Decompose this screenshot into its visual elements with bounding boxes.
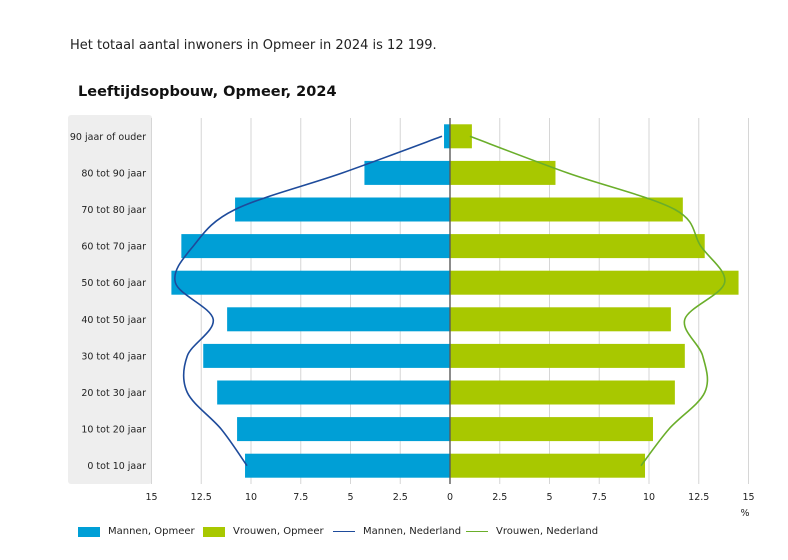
line-vrouwen-nederland [469, 135, 726, 467]
x-tick-label-4: 5 [347, 492, 353, 503]
category-label-panel [68, 115, 152, 484]
legend-item-vrouwen-opmeer: Vrouwen, Opmeer [203, 526, 324, 537]
category-label-10-tot-20-jaar: 10 tot 20 jaar [81, 425, 146, 436]
bar-mannen-opmeer-30-tot-40-jaar [203, 343, 450, 368]
bar-vrouwen-opmeer-80-tot-90-jaar [450, 160, 556, 185]
x-axis-unit-label: % [740, 508, 749, 519]
bar-mannen-opmeer-0-tot-10-jaar [245, 453, 450, 478]
legend-item-vrouwen-nederland: Vrouwen, Nederland [466, 526, 598, 537]
bar-vrouwen-opmeer-20-tot-30-jaar [450, 380, 675, 405]
category-label-20-tot-30-jaar: 20 tot 30 jaar [81, 388, 146, 399]
category-labels: 90 jaar of ouder 80 tot 90 jaar 70 tot 80 … [70, 132, 146, 472]
legend-label-mannen-nederland: Mannen, Nederland [363, 526, 462, 537]
bar-vrouwen-opmeer-50-tot-60-jaar [450, 270, 739, 295]
x-tick-label-12: 15 [742, 492, 754, 503]
legend: Mannen, Opmeer Vrouwen, Opmeer Mannen, N… [0, 526, 788, 542]
x-tick-label-5: 2.5 [393, 492, 408, 503]
x-tick-label-10: 10 [643, 492, 655, 503]
x-tick-label-6: 0 [447, 492, 453, 503]
x-tick-label-0: 15 [145, 492, 157, 503]
line-mannen-nederland [174, 135, 443, 467]
bar-vrouwen-opmeer-60-tot-70-jaar [450, 234, 705, 259]
category-label-30-tot-40-jaar: 30 tot 40 jaar [81, 351, 146, 362]
bar-mannen-opmeer-90-jaar-of-ouder [444, 124, 450, 149]
legend-swatch-vrouwen-opmeer [203, 526, 225, 537]
category-label-70-tot-80-jaar: 70 tot 80 jaar [81, 205, 146, 216]
category-label-50-tot-60-jaar: 50 tot 60 jaar [81, 278, 146, 289]
bar-vrouwen-opmeer-40-tot-50-jaar [450, 307, 671, 332]
category-label-90-jaar-of-ouder: 90 jaar of ouder [70, 132, 146, 143]
chart-title: Leeftijdsopbouw, Opmeer, 2024 [78, 84, 337, 100]
legend-swatch-vrouwen-nederland [466, 531, 488, 532]
bar-mannen-opmeer-60-tot-70-jaar [181, 234, 450, 259]
x-tick-labels: 15 12.5 10 7.5 5 2.5 0 2.5 5 7.5 10 12.5 15 [145, 492, 754, 503]
reference-lines [174, 135, 726, 467]
x-tick-label-2: 10 [245, 492, 257, 503]
x-tick-label-9: 7.5 [592, 492, 607, 503]
bar-mannen-opmeer-50-tot-60-jaar [171, 270, 450, 295]
x-tick-label-7: 2.5 [492, 492, 507, 503]
category-label-60-tot-70-jaar: 60 tot 70 jaar [81, 242, 146, 253]
bar-mannen-opmeer-10-tot-20-jaar [237, 417, 450, 442]
bar-mannen-opmeer-70-tot-80-jaar [235, 197, 450, 222]
legend-item-mannen-nederland: Mannen, Nederland [333, 526, 461, 537]
bar-vrouwen-opmeer-10-tot-20-jaar [450, 417, 653, 442]
legend-label-vrouwen-nederland: Vrouwen, Nederland [496, 526, 599, 537]
intro-text: Het totaal aantal inwoners in Opmeer in … [70, 38, 437, 53]
legend-label-mannen-opmeer: Mannen, Opmeer [108, 526, 195, 537]
bar-vrouwen-opmeer-30-tot-40-jaar [450, 343, 685, 368]
legend-item-mannen-opmeer: Mannen, Opmeer [78, 526, 195, 537]
x-tick-label-3: 7.5 [293, 492, 308, 503]
category-label-40-tot-50-jaar: 40 tot 50 jaar [81, 315, 146, 326]
bar-vrouwen-opmeer-90-jaar-of-ouder [450, 124, 472, 149]
bars [171, 124, 739, 478]
x-tick-label-11: 12.5 [688, 492, 709, 503]
bar-vrouwen-opmeer-70-tot-80-jaar [450, 197, 683, 222]
bar-mannen-opmeer-20-tot-30-jaar [217, 380, 450, 405]
category-label-0-tot-10-jaar: 0 tot 10 jaar [87, 461, 146, 472]
x-tick-label-8: 5 [546, 492, 552, 503]
bar-mannen-opmeer-80-tot-90-jaar [364, 160, 450, 185]
legend-label-vrouwen-opmeer: Vrouwen, Opmeer [233, 526, 324, 537]
legend-swatch-mannen-opmeer [78, 526, 100, 537]
x-tick-label-1: 12.5 [191, 492, 212, 503]
bar-mannen-opmeer-40-tot-50-jaar [227, 307, 450, 332]
legend-swatch-mannen-nederland [333, 531, 355, 532]
bar-vrouwen-opmeer-0-tot-10-jaar [450, 453, 646, 478]
category-label-80-tot-90-jaar: 80 tot 90 jaar [81, 168, 146, 179]
